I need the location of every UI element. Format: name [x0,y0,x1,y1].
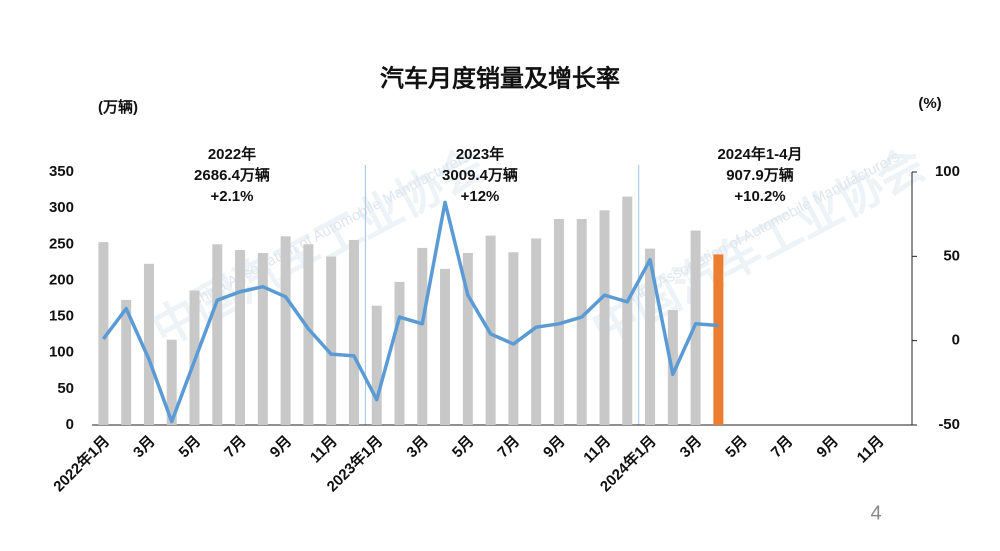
bar [98,242,109,425]
bar [326,256,337,425]
bar [576,218,587,425]
bar [348,239,359,425]
bar [143,263,154,425]
bar [235,250,246,425]
y2-axis-label: (%) [918,95,941,112]
x-tick-label: 3月 [403,433,432,462]
annotation: 907.9万辆 [726,166,794,184]
bar [121,299,132,425]
bar [485,235,496,425]
bar [394,281,405,425]
x-tick-label: 11月 [580,433,614,467]
y-tick-label: 250 [49,235,74,252]
x-tick-label: 9月 [267,433,296,462]
page-number: 4 [870,502,881,524]
x-tick-label: 7月 [221,433,250,462]
bar [462,252,473,425]
bar [599,210,610,425]
bar [371,305,382,425]
y-tick-label: 50 [57,380,74,397]
y2-tick-label: 0 [952,332,960,349]
y2-tick-label: 50 [943,247,960,264]
x-tick-label: 7月 [494,433,523,462]
x-tick-label: 5月 [449,433,478,462]
annotation: 2686.4万辆 [194,166,270,184]
bar [280,236,291,425]
y2-tick-label: 100 [935,163,960,180]
y-tick-label: 200 [49,271,74,288]
bar [303,244,314,425]
bar [713,254,724,425]
y-axis-label: (万辆) [98,98,138,116]
x-tick-label: 9月 [813,433,842,462]
bar [166,339,177,425]
y-tick-label: 300 [49,199,74,216]
annotation: 2022年 [208,145,256,163]
bar [508,252,519,425]
y-tick-label: 150 [49,308,74,325]
x-tick-label: 5月 [722,433,751,462]
bar [257,252,268,425]
x-tick-label: 7月 [768,433,797,462]
x-tick-label: 2022年1月 [50,432,113,495]
bar [440,268,451,425]
annotation: +10.2% [734,188,785,205]
chart-title: 汽车月度销量及增长率 [380,64,620,92]
y-tick-label: 0 [66,416,74,433]
y2-tick-label: -50 [938,416,960,433]
annotation: 2023年 [456,145,504,163]
annotation: 2024年1-4月 [717,145,802,163]
bar [212,244,223,425]
bar [645,248,656,425]
x-tick-label: 9月 [540,433,569,462]
bar [622,196,633,425]
line [101,200,719,424]
x-tick-label: 3月 [130,433,159,462]
y-tick-label: 350 [49,163,74,180]
x-tick-label: 5月 [176,433,205,462]
annotation: +12% [461,188,500,205]
x-tick-label: 11月 [854,433,888,467]
x-tick-label: 3月 [677,433,706,462]
x-tick-label: 11月 [307,433,341,467]
bar [531,238,542,425]
annotation: 3009.4万辆 [442,166,518,184]
y-tick-label: 100 [49,344,74,361]
bar [417,247,428,425]
annotation: +2.1% [211,188,254,205]
